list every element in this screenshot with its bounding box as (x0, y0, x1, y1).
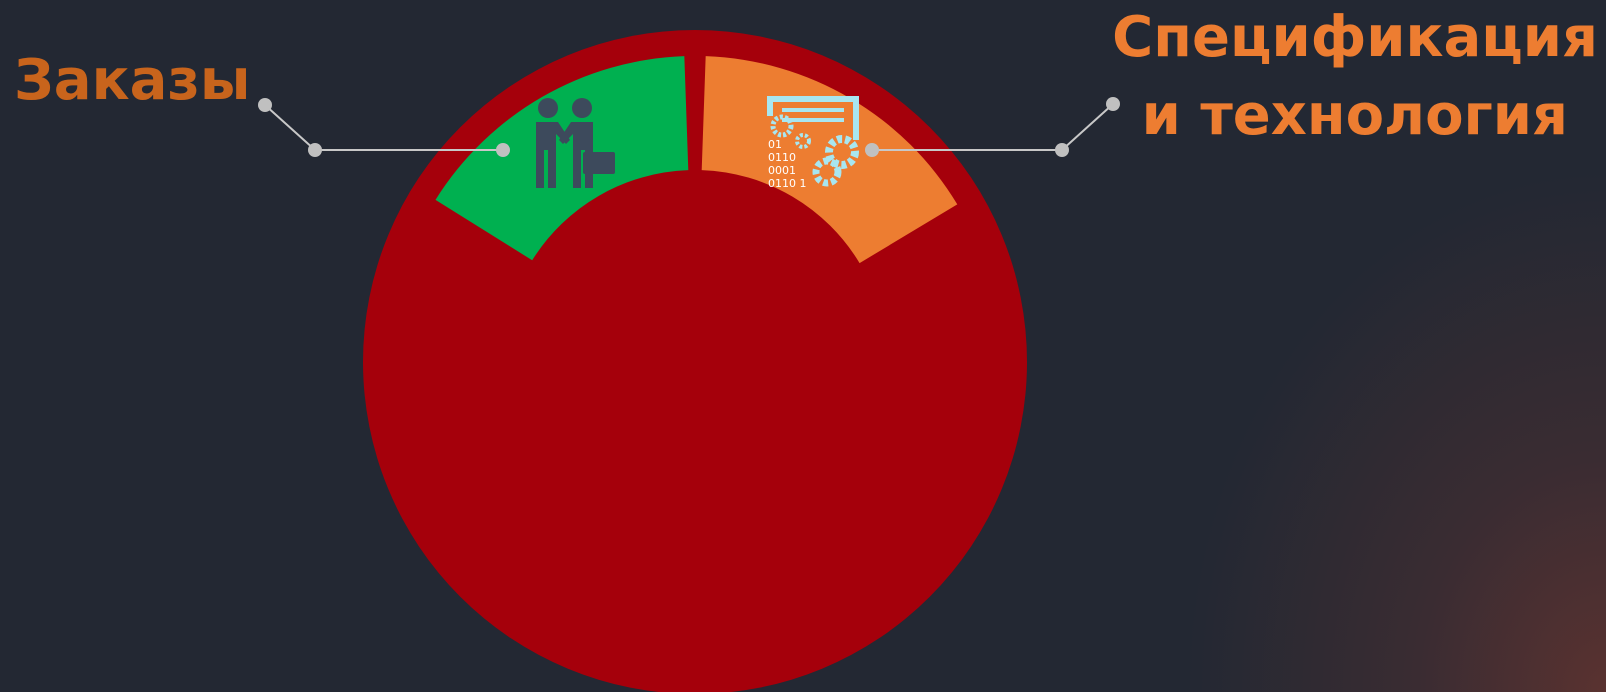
icon-text: 0001 (768, 164, 796, 177)
orders-label: Заказы (14, 48, 251, 113)
handshake-icon (536, 98, 615, 188)
spec-label: и технология (1142, 83, 1568, 148)
outer-circle (363, 30, 1027, 692)
right-connector-dots (865, 97, 1120, 157)
orders-sector (435, 56, 689, 261)
spec-icon: 01 0110 0001 0110 1 (767, 96, 859, 190)
icon-text: 0110 1 (768, 177, 807, 190)
spec-label: Спецификация (1112, 5, 1598, 70)
left-connector-dots (258, 98, 510, 157)
icon-text: 0110 (768, 151, 796, 164)
icon-text: 01 (768, 138, 782, 151)
